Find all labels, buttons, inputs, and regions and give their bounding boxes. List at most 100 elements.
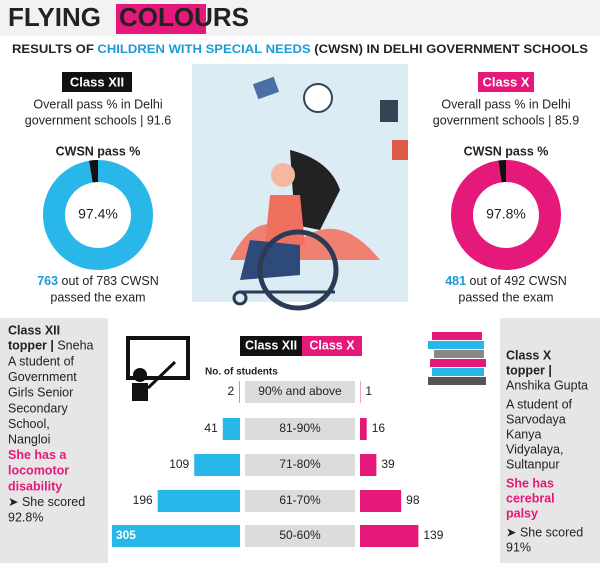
bar bbox=[111, 525, 241, 547]
overall-pass: Overall pass % in Delhi bbox=[33, 97, 162, 111]
topper-panel bbox=[500, 318, 600, 563]
topper-condition: cerebral bbox=[506, 491, 555, 505]
donut-slice bbox=[89, 160, 99, 183]
topper-score: ➤ She scored bbox=[8, 495, 85, 509]
donut: 97.8% bbox=[451, 160, 561, 270]
category-label: 71-80% bbox=[279, 457, 321, 471]
value-label: 98 bbox=[406, 493, 420, 507]
value-label: 39 bbox=[381, 457, 395, 471]
topper-school: Nangloi bbox=[8, 432, 50, 446]
bar bbox=[360, 490, 402, 512]
category-label: 90% and above bbox=[258, 384, 342, 398]
category-box bbox=[245, 525, 355, 547]
overall-pass: government schools | 85.9 bbox=[433, 113, 579, 127]
topper-school: Kanya bbox=[506, 427, 541, 441]
bar bbox=[239, 381, 240, 403]
category-label: 81-90% bbox=[279, 421, 321, 435]
value-label: 196 bbox=[133, 493, 153, 507]
topper-heading: topper | bbox=[506, 363, 552, 377]
cwsn-heading: CWSN pass % bbox=[56, 144, 141, 158]
topper-heading: Class X bbox=[506, 348, 552, 362]
topper-score: 92.8% bbox=[8, 510, 43, 524]
topper-school: Girls Senior bbox=[8, 386, 73, 400]
passed-count: 763 out of 783 CWSN bbox=[37, 274, 159, 288]
donut-slice bbox=[451, 160, 561, 270]
bar bbox=[194, 454, 240, 476]
value-label: 41 bbox=[204, 421, 218, 435]
count: 763 bbox=[37, 274, 58, 288]
topper-school: Secondary bbox=[8, 401, 69, 415]
value-label: 109 bbox=[169, 457, 189, 471]
bar bbox=[157, 490, 240, 512]
legend-swatch bbox=[240, 336, 302, 356]
value-label: 139 bbox=[423, 528, 443, 542]
topper-panel bbox=[0, 318, 108, 563]
count-text: out of 492 CWSN bbox=[466, 274, 567, 288]
legend-label: Class XII bbox=[245, 338, 297, 352]
class-label: Class XII bbox=[70, 74, 124, 89]
cwsn-heading: CWSN pass % bbox=[464, 144, 549, 158]
books-icon bbox=[428, 332, 486, 385]
bar bbox=[360, 525, 419, 547]
subtitle-part: RESULTS OF bbox=[12, 42, 97, 56]
topper-school: Vidyalaya, bbox=[506, 442, 563, 456]
topper-name: Sneha bbox=[54, 339, 94, 353]
overall-pass: Overall pass % in Delhi bbox=[441, 97, 570, 111]
category-box bbox=[245, 418, 355, 440]
header-band bbox=[0, 0, 600, 36]
title: COLOURS bbox=[119, 2, 249, 32]
category-box bbox=[245, 454, 355, 476]
donut: 97.4% bbox=[43, 160, 153, 270]
value-label: 16 bbox=[372, 421, 386, 435]
legend-label: Class X bbox=[309, 338, 355, 352]
passed-count: 481 out of 492 CWSN bbox=[445, 274, 567, 288]
topper-name: Anshika Gupta bbox=[506, 378, 588, 392]
topper-heading: Class XII bbox=[8, 323, 60, 337]
category-box bbox=[245, 490, 355, 512]
overall-pass: government schools | 91.6 bbox=[25, 113, 171, 127]
topper-condition: She has bbox=[506, 476, 554, 490]
illustration bbox=[192, 64, 408, 311]
donut-center-label: 97.8% bbox=[486, 206, 526, 222]
topper-school: Sultanpur bbox=[506, 457, 560, 471]
topper-school: Government bbox=[8, 370, 77, 384]
subtitle-part: (CWSN) IN DELHI GOVERNMENT SCHOOLS bbox=[311, 42, 588, 56]
topper-condition: locomotor bbox=[8, 464, 69, 478]
donut-center-label: 97.4% bbox=[78, 206, 118, 222]
topper-condition: palsy bbox=[506, 506, 538, 520]
passed-text: passed the exam bbox=[50, 290, 145, 304]
topper-condition: She has a bbox=[8, 448, 67, 462]
count-text: out of 783 CWSN bbox=[58, 274, 159, 288]
topper-school: A student of bbox=[8, 354, 75, 368]
topper-school: A student of bbox=[506, 397, 573, 411]
topper-score: ➤ She scored bbox=[506, 525, 583, 539]
class-label-box bbox=[478, 72, 534, 92]
bar bbox=[360, 418, 367, 440]
topper-heading: topper | bbox=[8, 339, 54, 353]
bar bbox=[360, 454, 377, 476]
topper-condition: disability bbox=[8, 479, 62, 493]
butterfly-chart: No. of students Class XII Class X 90% and a… bbox=[111, 336, 444, 547]
value-label: 305 bbox=[116, 528, 136, 542]
donut-slice bbox=[43, 160, 153, 270]
title: FLYING bbox=[8, 2, 101, 32]
value-label: 1 bbox=[365, 384, 372, 398]
category-label: 61-70% bbox=[279, 493, 321, 507]
bar bbox=[222, 418, 240, 440]
category-label: 50-60% bbox=[279, 528, 321, 542]
topper-heading: topper | Sneha bbox=[8, 339, 94, 353]
title-highlight bbox=[116, 4, 206, 34]
passed-text: passed the exam bbox=[458, 290, 553, 304]
class-label-box bbox=[62, 72, 132, 92]
subtitle-part: CHILDREN WITH SPECIAL NEEDS bbox=[97, 42, 310, 56]
subtitle: RESULTS OF CHILDREN WITH SPECIAL NEEDS (… bbox=[12, 42, 588, 56]
legend-swatch bbox=[302, 336, 362, 356]
value-label: 2 bbox=[227, 384, 234, 398]
count: 481 bbox=[445, 274, 466, 288]
class-label: Class X bbox=[483, 74, 530, 89]
category-box bbox=[245, 381, 355, 403]
